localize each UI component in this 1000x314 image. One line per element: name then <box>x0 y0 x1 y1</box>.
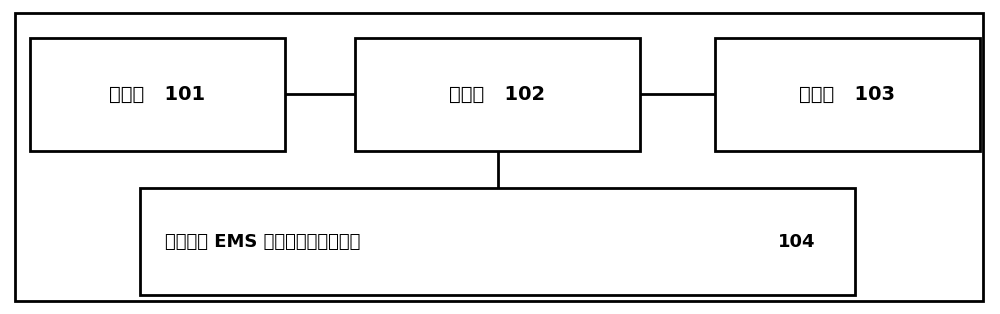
Text: 处理器   102: 处理器 102 <box>449 85 546 104</box>
Bar <box>30 38 285 151</box>
Text: 显示器   103: 显示器 103 <box>799 85 895 104</box>
Text: 104: 104 <box>778 233 815 251</box>
Text: 存储器   101: 存储器 101 <box>109 85 206 104</box>
Bar <box>140 188 855 295</box>
Text: 一种基于 EMS 的信号总汇显示系统: 一种基于 EMS 的信号总汇显示系统 <box>165 233 360 251</box>
Bar <box>715 38 980 151</box>
Bar <box>355 38 640 151</box>
